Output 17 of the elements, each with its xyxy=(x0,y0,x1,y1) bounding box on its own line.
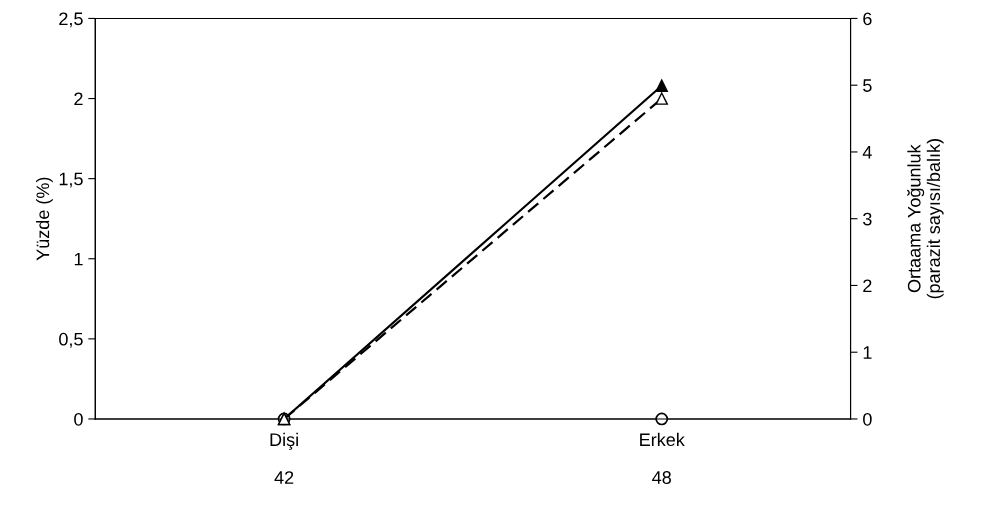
y2-axis-title: Ortaama Yoğunluk (parazit sayısı/balık) xyxy=(907,139,944,299)
y2-tick-label: 5 xyxy=(863,79,872,92)
y-tick-label: 0 xyxy=(74,412,83,426)
y-tick-label: 0,5 xyxy=(59,332,83,348)
y2-tick-label: 1 xyxy=(863,346,872,359)
y2-tick-label: 0 xyxy=(863,412,872,426)
y-tick-label: 1,5 xyxy=(59,172,83,188)
y-tick-label: 2,5 xyxy=(59,12,83,28)
y2-tick-label: 3 xyxy=(863,212,872,226)
x-tick-label: Dişi 42 xyxy=(270,432,298,484)
y2-tick-label: 4 xyxy=(862,146,872,159)
y2-tick-label: 2 xyxy=(863,279,872,292)
y-axis-title: Yüzde (%) xyxy=(36,177,53,261)
y-tick-label: 2 xyxy=(74,92,83,106)
y2-tick-label: 6 xyxy=(863,12,872,26)
category-label: Erkek 48 xyxy=(640,432,685,484)
y-tick-label: 1 xyxy=(74,252,83,266)
